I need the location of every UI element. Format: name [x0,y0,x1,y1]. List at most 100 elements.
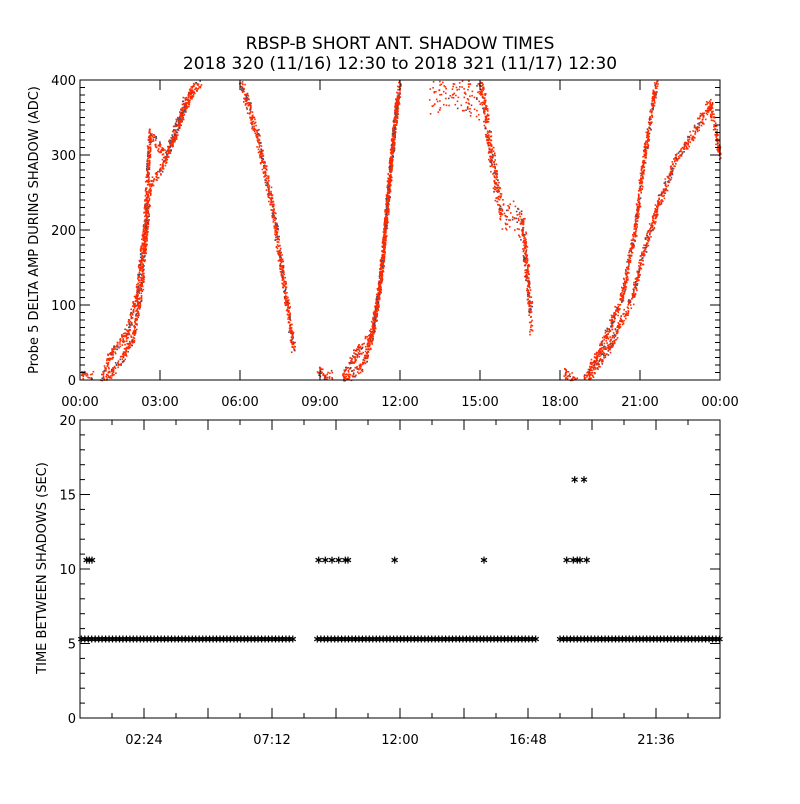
data-point [439,107,442,109]
data-point [602,346,604,349]
data-point [136,289,138,292]
data-point [386,207,388,210]
data-point [445,104,448,107]
data-point [292,333,294,336]
data-point [359,364,362,367]
data-point [385,210,387,213]
data-point [488,150,490,153]
data-point [598,351,600,354]
data-point [526,270,528,273]
data-point [382,239,384,242]
data-point [322,368,324,371]
data-point [175,118,178,121]
data-point [167,149,169,151]
data-point [130,341,133,343]
data-point [359,366,362,368]
data-point [483,88,485,90]
data-point [155,172,158,174]
data-point [133,295,136,298]
data-point [184,99,187,102]
data-point [475,115,478,118]
data-point [379,284,381,286]
data-point [279,271,282,273]
data-point [288,299,290,301]
data-point [584,377,587,379]
data-point [589,362,592,365]
data-point [257,151,260,154]
data-point [637,215,640,218]
data-point [289,316,291,319]
data-point [151,183,154,185]
data-point [478,100,480,103]
data-point [523,246,526,249]
data-point [390,166,392,169]
data-point [626,260,628,263]
data-point [492,161,495,164]
data-point [518,219,520,222]
data-point [280,271,283,273]
data-point [138,267,140,269]
data-point [492,146,495,149]
data-point [378,271,381,274]
data-point [396,110,398,112]
data-point [643,166,646,169]
data-point [382,270,385,273]
data-point [394,125,396,128]
data-point [101,373,103,376]
data-point [107,353,109,356]
data-point [343,372,345,375]
data-point [318,374,320,376]
data-point [590,358,593,361]
data-point [396,101,398,103]
data-point [87,376,89,379]
data-point [142,281,144,284]
data-point [146,201,149,203]
data-point [146,184,149,186]
data-point [490,158,493,161]
data-point [626,266,628,269]
data-point [389,160,391,162]
data-point [652,102,655,105]
data-point [654,93,657,96]
data-point [522,241,525,243]
data-point [393,142,395,144]
data-point [528,305,530,308]
data-point [352,362,354,364]
data-point [490,160,493,163]
data-point [287,305,289,308]
data-point [486,139,488,142]
data-point [524,269,526,272]
data-point [356,356,358,359]
data-point [107,371,110,374]
data-point [149,190,152,192]
data-point [192,85,194,88]
data-point [292,335,294,338]
data-point [267,189,270,191]
data-point [471,90,474,93]
data-point [486,115,488,117]
data-point [600,351,603,353]
data-point [179,119,182,121]
data-point [156,179,158,181]
data-point [376,304,379,306]
data-point [267,186,270,189]
data-point [380,290,382,292]
data-point [146,211,148,214]
data-point [108,370,111,373]
data-point [270,194,272,196]
data-point [382,244,385,246]
data-point [323,378,326,380]
data-point [136,323,138,325]
data-point [386,193,389,196]
data-point [121,334,123,336]
data-point [564,373,567,375]
data-point [121,344,124,346]
data-point [112,371,115,374]
data-point [146,216,148,219]
data-point [522,255,525,257]
data-point [483,120,485,123]
data-point [144,203,147,205]
data-point [348,362,350,364]
data-point [641,164,644,167]
data-point [380,258,383,260]
